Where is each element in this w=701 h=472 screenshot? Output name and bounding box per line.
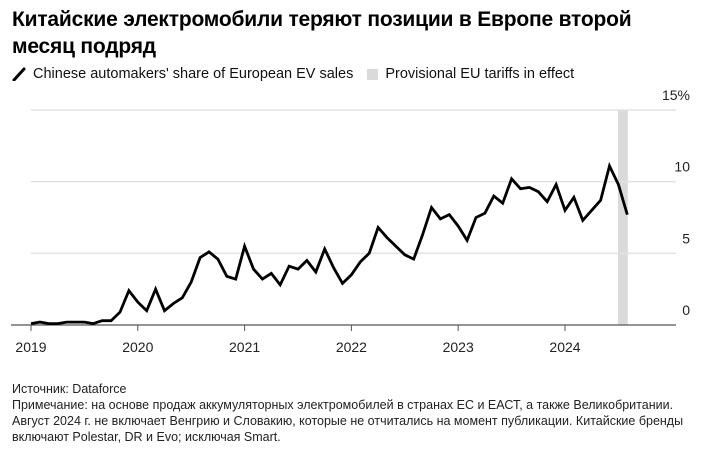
source-note: Источник: Dataforce <box>12 382 127 396</box>
footnote: Примечание: на основе продаж аккумулятор… <box>12 398 684 444</box>
x-tick-label: 2021 <box>229 339 260 355</box>
footer: Источник: Dataforce Примечание: на основ… <box>12 381 692 445</box>
x-axis: 2019 2020 2021 2022 2023 2024 <box>11 324 676 355</box>
y-tick-label: 0 <box>682 302 690 318</box>
legend-item-band: Provisional EU tariffs in effect <box>367 66 574 82</box>
x-tick-label: 2019 <box>15 339 46 355</box>
x-tick-label: 2020 <box>122 339 153 355</box>
legend-line-label: Chinese automakers' share of European EV… <box>33 66 354 82</box>
gray-square-swatch-icon <box>367 68 379 80</box>
x-tick-label: 2022 <box>336 339 367 355</box>
y-tick-label: 10 <box>674 159 690 175</box>
x-tick-label: 2024 <box>549 339 580 355</box>
y-tick-label: 5 <box>682 230 690 246</box>
tariff-shaded-band <box>617 110 628 325</box>
legend: Chinese automakers' share of European EV… <box>12 64 588 84</box>
diagonal-line-icon <box>12 67 26 81</box>
chart-title: Китайские электромобили теряют позиции в… <box>12 8 632 58</box>
gridlines <box>31 109 676 255</box>
legend-item-line: Chinese automakers' share of European EV… <box>12 66 353 82</box>
series-layer <box>30 161 629 326</box>
legend-band-label: Provisional EU tariffs in effect <box>385 66 575 82</box>
tariff-band-layer <box>617 110 628 325</box>
x-tick-label: 2023 <box>443 339 474 355</box>
line-chart: 2019 2020 2021 2022 2023 2024 0 5 10 15% <box>11 87 690 355</box>
y-axis-labels: 0 5 10 15% <box>662 87 690 318</box>
y-tick-label: 15% <box>662 87 690 103</box>
series-line-chinese-share <box>30 161 629 326</box>
